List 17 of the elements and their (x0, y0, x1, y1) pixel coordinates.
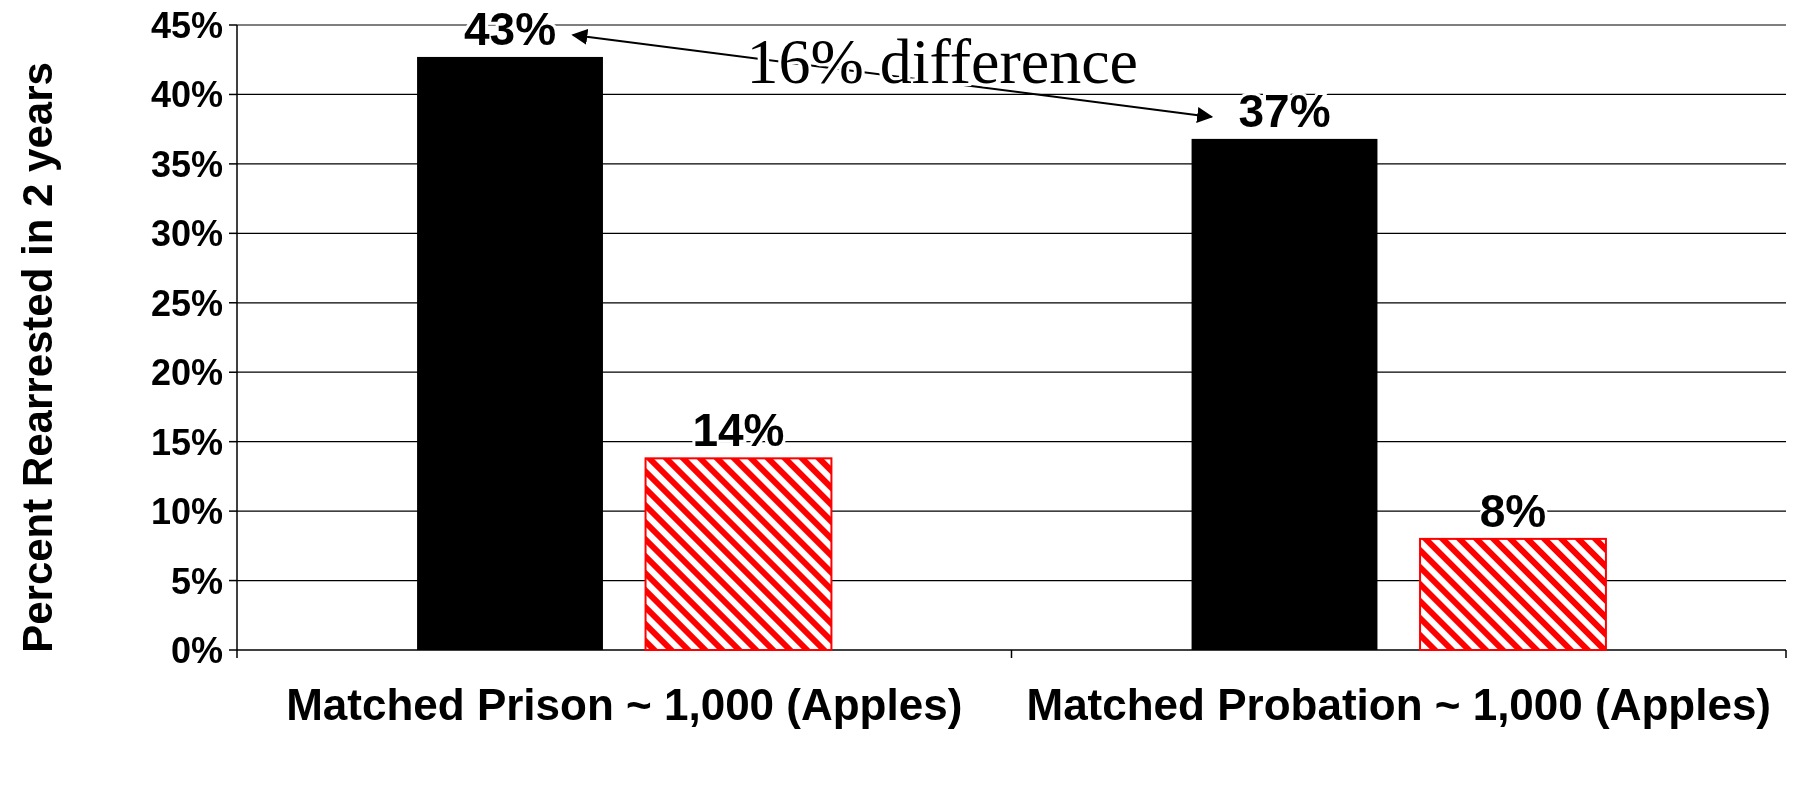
y-tick-label: 35% (150, 143, 223, 185)
y-tick-label: 30% (150, 213, 223, 255)
bar (644, 457, 833, 651)
y-tick-label: 0% (170, 629, 223, 671)
y-tick-label: 45% (150, 4, 223, 46)
y-tick-label: 25% (150, 282, 223, 324)
data-label: 37% (1238, 84, 1331, 137)
data-label: 43% (463, 2, 557, 55)
x-tick-label: Matched Prison ~ 1,000 (Apples) (286, 680, 963, 729)
y-tick-label: 10% (150, 491, 223, 533)
bar (1419, 537, 1607, 651)
y-tick-label: 5% (170, 560, 223, 602)
y-axis-title: Percent Rearrested in 2 years (14, 62, 61, 653)
y-tick-label: 40% (150, 74, 223, 116)
y-tick-label: 15% (150, 421, 223, 463)
y-tick-label: 20% (150, 352, 223, 394)
x-tick-label: Matched Probation ~ 1,000 (Apples) (1026, 680, 1771, 729)
